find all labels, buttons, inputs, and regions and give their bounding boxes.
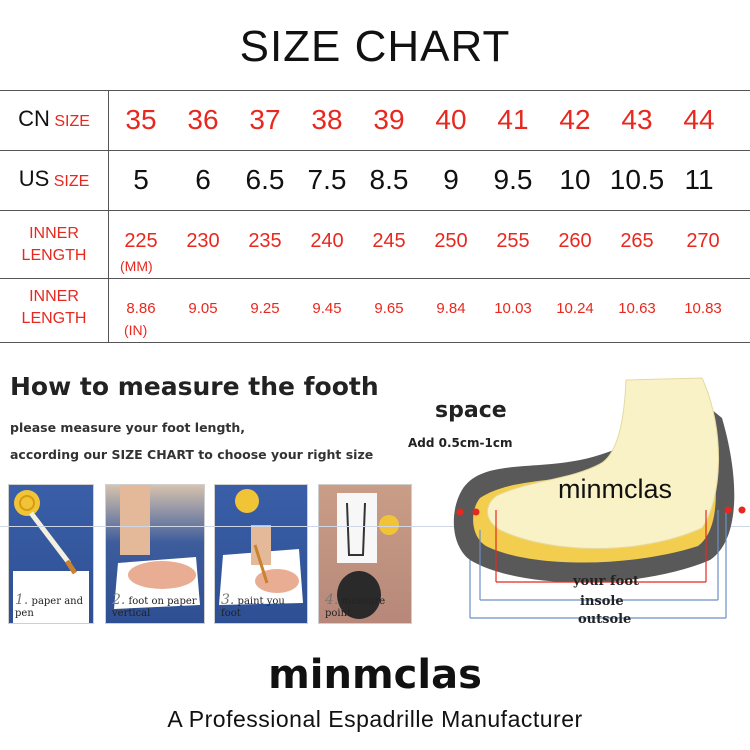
table-cell: 36 [187, 104, 219, 135]
table-label-divider [108, 90, 109, 343]
step-number: 1. [15, 592, 29, 608]
trace-foot-icon [219, 489, 303, 605]
table-cell: 42 [559, 104, 591, 135]
row-label-cn: CN SIZE [0, 106, 108, 132]
step-caption-1: 1. paper and pen [15, 592, 93, 619]
table-cell: 43 [621, 104, 653, 135]
your-foot-label: your foot [573, 574, 639, 589]
table-cell: 9.05 [188, 300, 218, 317]
table-cell: 10.03 [494, 300, 532, 317]
row-label-main: US [18, 166, 50, 191]
measure-point-icon [337, 493, 399, 619]
table-cell: 38 [311, 104, 343, 135]
pen-and-lollipop-icon [13, 490, 89, 623]
table-cell: 9.25 [250, 300, 280, 317]
table-cell: 235 [248, 230, 282, 252]
table-cell: 255 [496, 230, 530, 252]
table-cell: 10.63 [618, 300, 656, 317]
measure-guide-line [0, 526, 750, 527]
table-divider [0, 278, 750, 279]
table-cell: 10.5 [609, 164, 665, 195]
table-cell: 44 [683, 104, 715, 135]
step-number: 2. [112, 592, 126, 608]
row-label-us: US SIZE [0, 166, 108, 192]
step-photo-1: 1. paper and pen [8, 484, 94, 624]
table-cell: 265 [620, 230, 654, 252]
add-label: Add 0.5cm-1cm [408, 436, 513, 450]
table-cell: 230 [186, 230, 220, 252]
table-cell: 37 [249, 104, 281, 135]
step-photo-3: 3. paint you foot [214, 484, 308, 624]
table-cell: 7.5 [307, 164, 347, 195]
step-caption-3: 3. paint you foot [221, 592, 307, 619]
table-cell: 245 [372, 230, 406, 252]
outsole-label: outsole [578, 612, 632, 627]
row-label-inner-mm: INNER LENGTH [0, 223, 108, 267]
table-cell: 39 [373, 104, 405, 135]
table-cell: 6.5 [245, 164, 285, 195]
howto-line-1: please measure your foot length, [10, 420, 246, 435]
step-caption-text: foot on paper vertical [112, 596, 197, 619]
table-cell: 8.86 [126, 300, 156, 317]
table-cell: 5 [133, 164, 149, 195]
row-label-line: INNER [29, 225, 79, 242]
step-photo-4: 4. measure point [318, 484, 412, 624]
step-caption-text: measure point [325, 596, 386, 619]
table-cell: 40 [435, 104, 467, 135]
table-cell: 225 [124, 230, 158, 252]
table-cell: 10.24 [556, 300, 594, 317]
table-cell: 260 [558, 230, 592, 252]
table-cell: 35 [125, 104, 157, 135]
foot-on-paper-icon [114, 485, 200, 609]
table-cell: 6 [195, 164, 211, 195]
step-caption-2: 2. foot on paper vertical [112, 592, 204, 619]
foot-in-shoe-diagram [453, 377, 746, 619]
howto-line-2: according our SIZE CHART to choose your … [10, 447, 374, 462]
step-caption-text: paper and pen [15, 596, 83, 619]
table-cell: 8.5 [369, 164, 409, 195]
table-cell: 9.65 [374, 300, 404, 317]
row-label-line: INNER [29, 288, 79, 305]
unit-label-mm: (MM) [120, 258, 153, 274]
step-caption-4: 4. measure point [325, 592, 411, 619]
table-cell: 240 [310, 230, 344, 252]
row-label-main: CN [18, 106, 50, 131]
brand-tagline: A Professional Espadrille Manufacturer [167, 706, 583, 732]
table-cell: 9.84 [436, 300, 466, 317]
step-number: 3. [221, 592, 235, 608]
table-divider [0, 210, 750, 211]
table-cell: 10.83 [684, 300, 722, 317]
row-label-line: LENGTH [21, 247, 87, 264]
step-number: 4. [325, 592, 339, 608]
brand-on-foot: minmclas [558, 474, 673, 504]
table-divider [0, 150, 750, 151]
row-label-sub: SIZE [53, 173, 90, 190]
unit-label-in: (IN) [124, 322, 148, 338]
table-cell: 9 [443, 164, 459, 195]
table-cell: 270 [686, 230, 720, 252]
table-cell: 10 [559, 164, 591, 195]
table-border-bottom [0, 342, 750, 343]
table-cell: 9.5 [493, 164, 533, 195]
row-label-inner-in: INNER LENGTH [0, 286, 108, 330]
step-photo-2: 2. foot on paper vertical [105, 484, 205, 624]
size-chart-title: SIZE CHART [239, 22, 511, 71]
table-cell: 9.45 [312, 300, 342, 317]
howto-heading: How to measure the footh [10, 372, 379, 401]
step-caption-text: paint you foot [221, 596, 285, 619]
row-label-sub: SIZE [54, 113, 90, 130]
row-label-line: LENGTH [21, 310, 87, 327]
table-cell: 250 [434, 230, 468, 252]
table-cell: 41 [497, 104, 529, 135]
brand-name: minmclas [268, 652, 482, 698]
space-label: space [435, 398, 507, 423]
table-cell: 11 [684, 164, 714, 195]
insole-label: insole [580, 594, 624, 609]
table-border-top [0, 90, 750, 91]
